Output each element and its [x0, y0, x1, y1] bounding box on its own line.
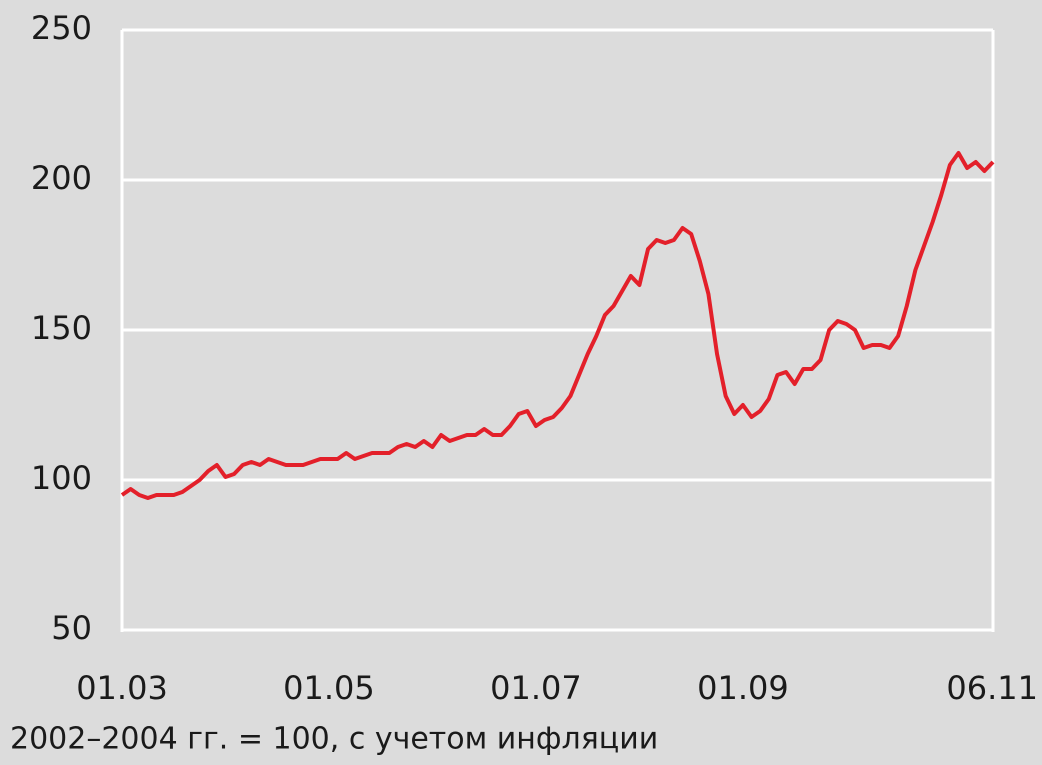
y-tick-label: 100	[31, 459, 92, 497]
x-tick-label: 01.05	[283, 669, 375, 707]
x-tick-label: 01.09	[697, 669, 789, 707]
x-tick-label: 01.03	[76, 669, 168, 707]
y-tick-label: 200	[31, 159, 92, 197]
footnote: 2002–2004 гг. = 100, с учетом инфляции	[10, 722, 658, 757]
y-tick-label: 150	[31, 309, 92, 347]
x-tick-label: 06.11	[946, 669, 1038, 707]
x-tick-label: 01.07	[490, 669, 582, 707]
data-line	[120, 151, 995, 500]
y-tick-label: 250	[31, 9, 92, 47]
y-tick-label: 50	[51, 609, 92, 647]
